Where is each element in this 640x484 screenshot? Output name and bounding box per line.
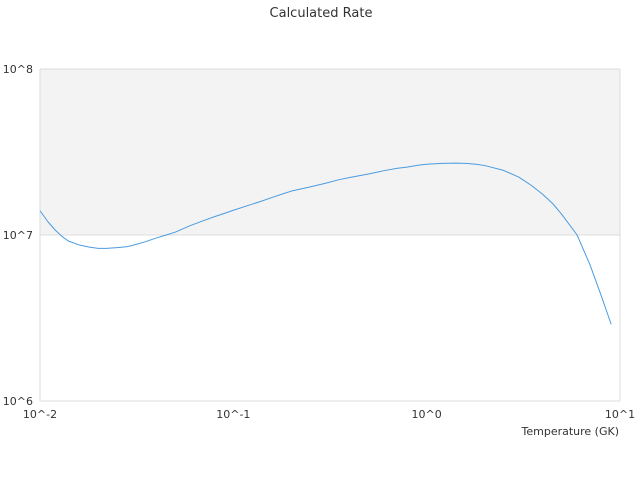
y-tick-label: 10^8	[3, 63, 33, 76]
y-axis-ticks: 10^6 10^7 10^8	[3, 63, 33, 408]
plot-bands	[40, 69, 620, 401]
x-tick-label: 10^-1	[216, 408, 250, 421]
x-tick-label: 10^1	[605, 408, 635, 421]
grid-lines	[39, 68, 621, 402]
x-tick-label: 10^0	[412, 408, 442, 421]
series-group	[39, 162, 612, 325]
x-axis-label: Temperature (GK)	[521, 425, 620, 438]
x-axis-ticks: 10^-2 10^-1 10^0 10^1	[23, 408, 635, 421]
chart-title: Calculated Rate	[270, 6, 373, 21]
y-tick-label: 10^6	[3, 395, 33, 408]
plot-band	[40, 69, 620, 235]
series-line	[39, 162, 612, 325]
x-tick-label: 10^-2	[23, 408, 57, 421]
plot-band	[40, 235, 620, 401]
y-tick-label: 10^7	[3, 229, 33, 242]
